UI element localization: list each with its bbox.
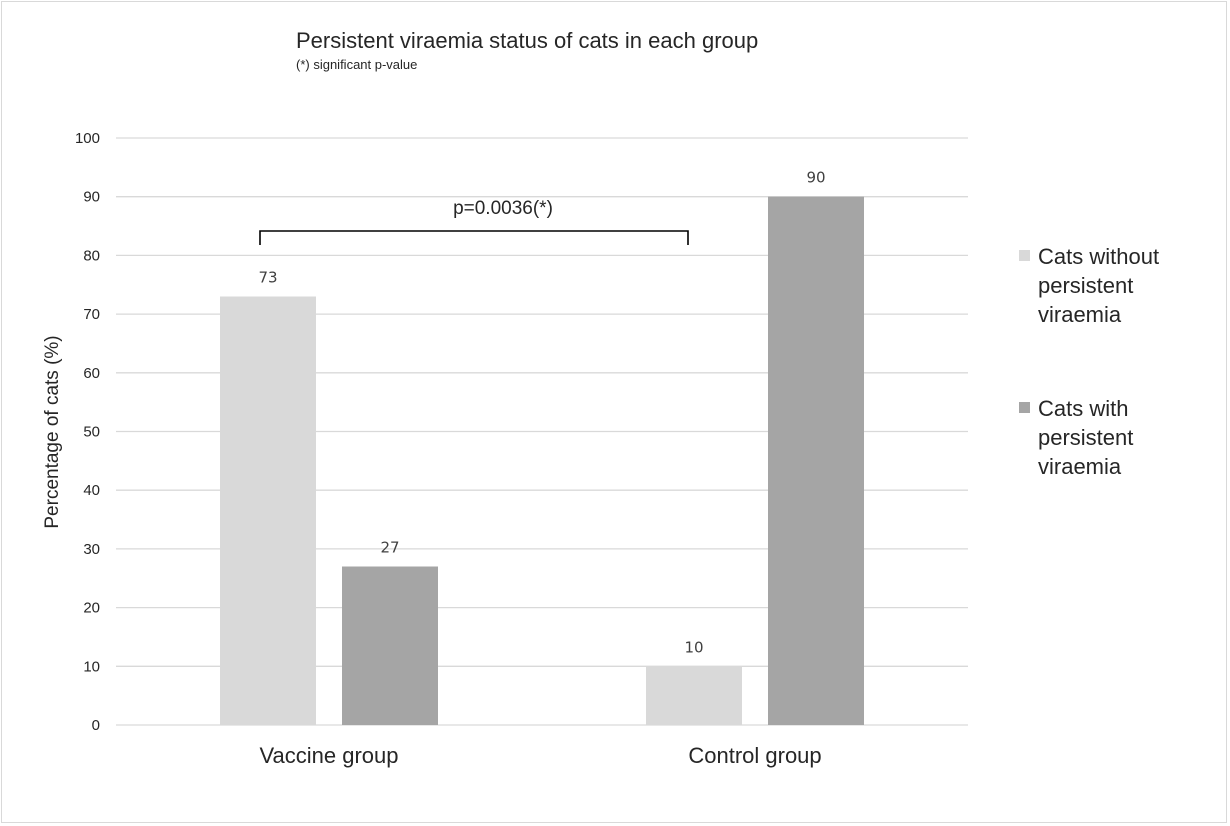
data-label: 90 [806,169,825,187]
y-axis-ticks: 0 10 20 30 40 50 60 70 80 90 100 [75,130,100,734]
y-tick-label: 100 [75,130,100,147]
x-category-label: Control group [688,743,821,768]
bar [342,566,438,725]
bars [220,196,864,725]
y-tick-label: 40 [83,482,100,499]
y-axis-label: Percentage of cats (%) [42,335,63,528]
data-label: 73 [258,268,277,286]
data-label: 10 [684,638,703,656]
legend-label: Cats with persistent viraemia [1038,396,1133,479]
y-tick-label: 10 [83,658,100,675]
chart-title: Persistent viraemia status of cats in ea… [296,28,758,53]
significance-annotation: p=0.0036(*) [259,198,689,245]
legend-swatch [1019,250,1030,261]
bar [768,196,864,725]
bar [646,666,742,725]
y-tick-label: 60 [83,365,100,382]
y-tick-label: 80 [83,247,100,264]
legend-label: Cats without persistent viraemia [1038,244,1159,327]
chart-subtitle: (*) significant p-value [296,57,417,72]
legend: Cats without persistent viraemia Cats with p… [1019,244,1159,479]
bar [220,296,316,725]
y-tick-label: 70 [83,306,100,323]
data-label: 27 [380,539,399,557]
significance-bracket [259,230,689,245]
legend-swatch [1019,402,1030,413]
y-tick-label: 90 [83,189,100,206]
x-category-label: Vaccine group [259,743,398,768]
data-labels: 73 27 10 90 [258,169,825,657]
y-tick-label: 30 [83,541,100,558]
x-axis-categories: Vaccine group Control group [259,743,821,768]
y-tick-label: 20 [83,600,100,617]
y-tick-label: 0 [92,717,100,734]
y-tick-label: 50 [83,424,100,441]
p-value-label: p=0.0036(*) [453,198,553,219]
